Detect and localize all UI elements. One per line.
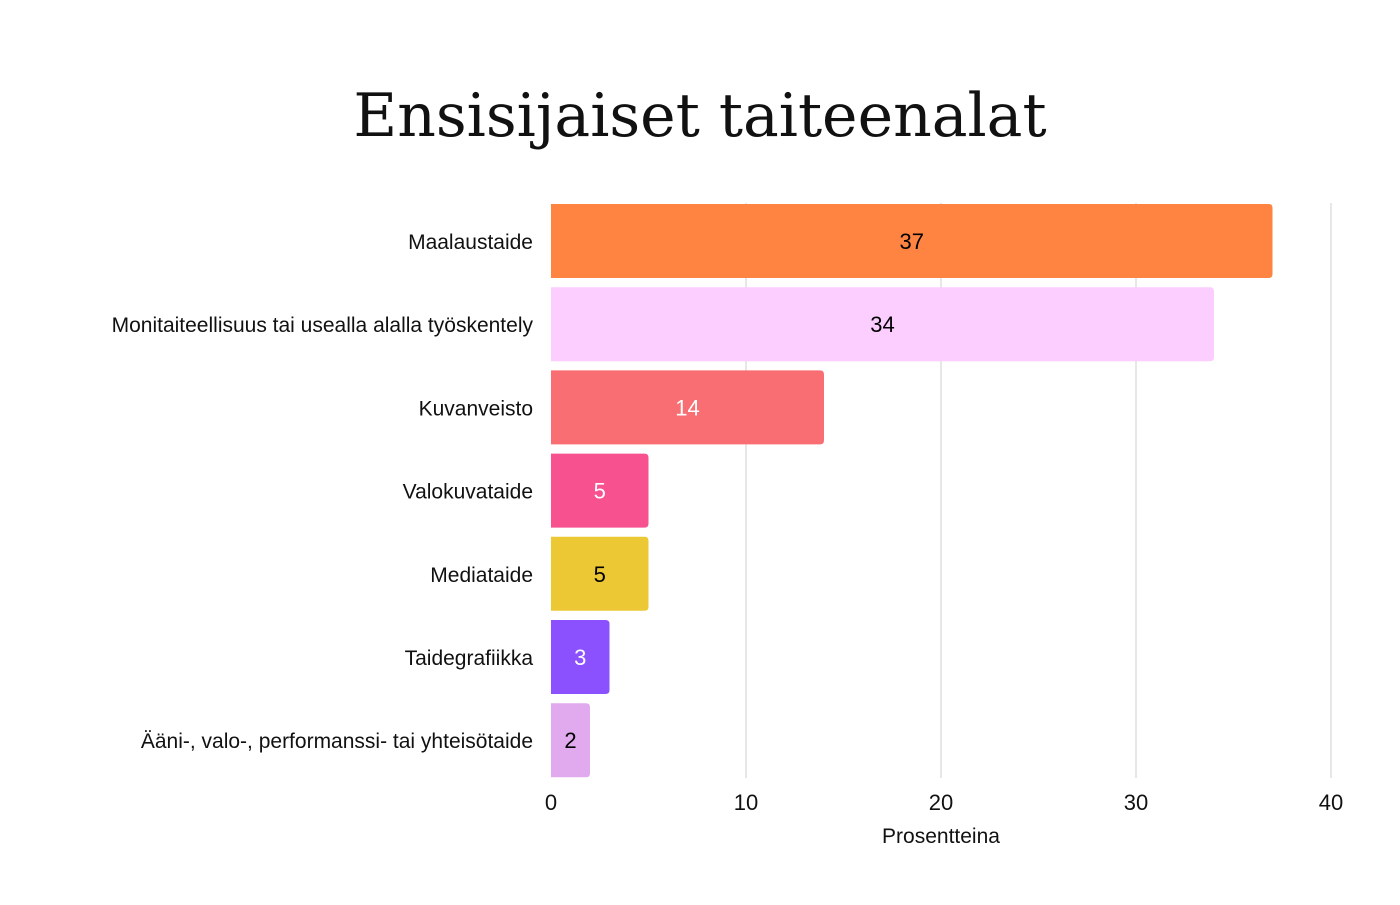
data-label: 2 <box>564 728 576 753</box>
category-label: Taidegrafiikka <box>405 647 534 670</box>
data-label: 34 <box>870 312 894 337</box>
bar <box>551 703 590 778</box>
data-label: 14 <box>675 395 699 420</box>
bar <box>551 620 610 694</box>
category-label: Monitaiteellisuus tai usealla alalla työ… <box>112 314 534 337</box>
data-label: 5 <box>594 562 606 587</box>
x-tick-label: 20 <box>929 790 953 815</box>
category-label: Valokuvataide <box>403 481 533 504</box>
chart-title: Ensisijaiset taiteenalat <box>353 81 1046 151</box>
x-tick-label: 10 <box>734 790 758 815</box>
x-axis-title: Prosentteina <box>882 825 1000 848</box>
bar-layer <box>551 204 1273 778</box>
data-label: 37 <box>900 229 924 254</box>
x-tick-label: 30 <box>1124 790 1148 815</box>
category-label: Mediataide <box>430 564 533 587</box>
label-layer: 37 Maalaustaide 34 Monitaiteellisuus tai us… <box>112 229 924 753</box>
x-axis: 0 10 20 30 40 <box>545 790 1343 815</box>
data-label: 3 <box>574 645 586 670</box>
bar <box>551 453 649 528</box>
bar <box>551 287 1214 362</box>
x-tick-label: 40 <box>1319 790 1343 815</box>
bar <box>551 370 824 445</box>
data-label: 5 <box>594 479 606 504</box>
category-label: Kuvanveisto <box>419 397 533 420</box>
category-label: Maalaustaide <box>408 231 533 254</box>
category-label: Ääni-, valo-, performanssi- tai yhteisöt… <box>141 730 533 753</box>
bar <box>551 204 1273 278</box>
bar <box>551 536 649 611</box>
x-tick-label: 0 <box>545 790 557 815</box>
